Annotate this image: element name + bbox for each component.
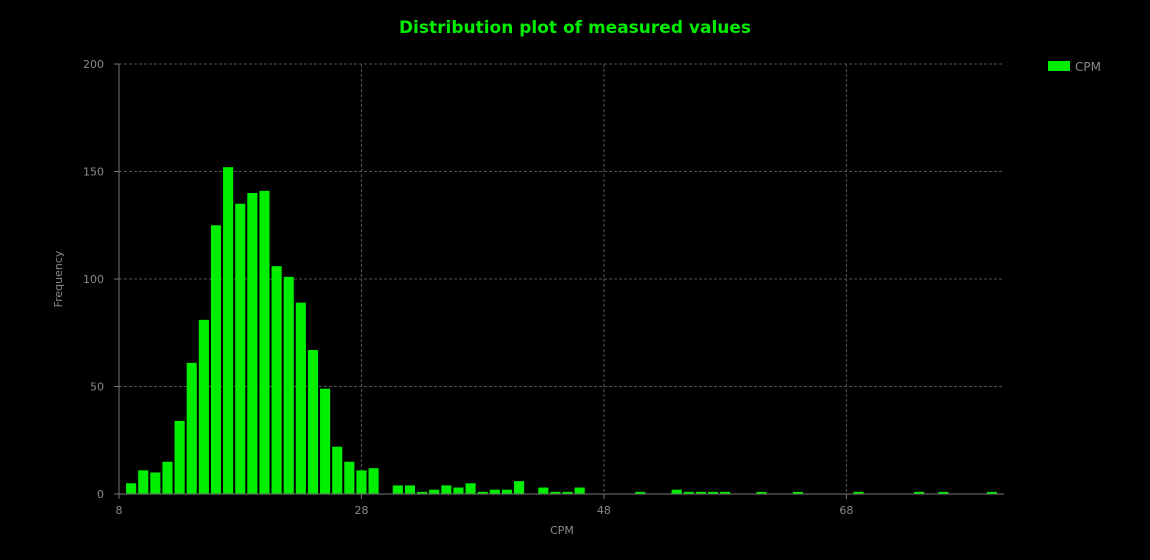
histogram-bar bbox=[683, 491, 694, 494]
histogram-bar bbox=[562, 491, 573, 494]
bars-layer bbox=[126, 167, 997, 494]
legend-swatch bbox=[1048, 61, 1070, 71]
histogram-bar bbox=[429, 489, 440, 494]
histogram-bar bbox=[538, 487, 549, 494]
legend[interactable]: CPM bbox=[1048, 60, 1101, 74]
histogram-bar bbox=[574, 487, 585, 494]
y-tick-label: 150 bbox=[83, 166, 104, 179]
histogram-bar bbox=[259, 190, 270, 494]
chart-title: Distribution plot of measured values bbox=[399, 18, 751, 38]
histogram-bar bbox=[441, 485, 452, 494]
legend-label-cpm: CPM bbox=[1075, 60, 1101, 74]
x-tick-label: 8 bbox=[116, 504, 123, 517]
x-tick-label: 48 bbox=[597, 504, 611, 517]
histogram-bar bbox=[514, 481, 525, 494]
histogram-bar bbox=[671, 489, 682, 494]
histogram-bar bbox=[707, 491, 719, 494]
histogram-bar bbox=[986, 491, 997, 494]
histogram-bar bbox=[853, 491, 864, 494]
histogram-bar bbox=[465, 483, 476, 494]
histogram-bar bbox=[235, 203, 246, 494]
x-tick-label: 68 bbox=[839, 504, 853, 517]
y-tick-label: 200 bbox=[83, 58, 104, 71]
histogram-bar bbox=[174, 420, 185, 494]
histogram-bar bbox=[198, 319, 209, 494]
histogram-bar bbox=[295, 302, 306, 494]
histogram-bar bbox=[223, 167, 234, 494]
axes-layer: 0 50 100 150 200 8 28 48 68 bbox=[83, 58, 1004, 517]
y-tick-label: 50 bbox=[90, 381, 104, 394]
x-tick-label: 28 bbox=[354, 504, 368, 517]
histogram-bar bbox=[489, 489, 500, 494]
histogram-bar bbox=[307, 349, 319, 494]
histogram-bar bbox=[126, 483, 137, 494]
histogram-bar bbox=[150, 472, 161, 494]
histogram-bar bbox=[344, 461, 355, 494]
histogram-bar bbox=[792, 491, 803, 494]
histogram-bar bbox=[332, 446, 343, 494]
histogram-bar bbox=[477, 491, 488, 494]
histogram-bar bbox=[404, 485, 416, 494]
histogram-bar bbox=[720, 491, 731, 494]
histogram-bar bbox=[271, 266, 282, 494]
histogram-bar bbox=[392, 485, 403, 494]
histogram-bar bbox=[756, 491, 767, 494]
histogram-bar bbox=[320, 388, 331, 494]
histogram-bar bbox=[247, 193, 258, 494]
histogram-bar bbox=[635, 491, 646, 494]
y-tick-label: 0 bbox=[97, 488, 104, 501]
histogram-bar bbox=[914, 491, 925, 494]
y-tick-label: 100 bbox=[83, 273, 104, 286]
histogram-bar bbox=[356, 470, 367, 494]
histogram-bar bbox=[453, 487, 464, 494]
histogram-bar bbox=[162, 461, 173, 494]
histogram-bar bbox=[186, 362, 197, 494]
histogram-bar bbox=[938, 491, 949, 494]
histogram-bar bbox=[501, 489, 513, 494]
histogram-bar bbox=[283, 276, 294, 494]
histogram-bar bbox=[368, 468, 379, 494]
histogram-bar bbox=[550, 491, 561, 494]
histogram-bar bbox=[210, 225, 222, 494]
histogram-bar bbox=[417, 491, 428, 494]
x-axis-label: CPM bbox=[550, 524, 574, 537]
y-axis-label: Frequency bbox=[52, 250, 65, 307]
histogram-bar bbox=[138, 470, 149, 494]
histogram-bar bbox=[695, 491, 706, 494]
